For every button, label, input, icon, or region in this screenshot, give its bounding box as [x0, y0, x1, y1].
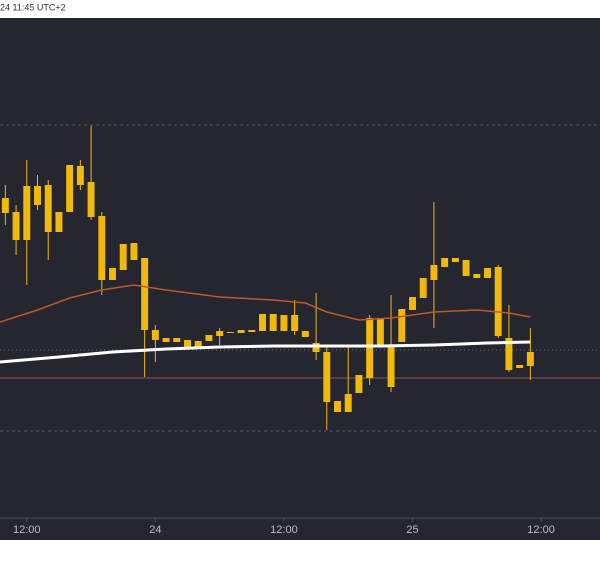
candle-body [280, 315, 288, 331]
candle-body [44, 185, 52, 232]
plot-background [0, 18, 600, 540]
candle-body [205, 335, 213, 341]
candle-body [409, 297, 416, 310]
candle-body [505, 338, 513, 370]
candle-body [291, 315, 299, 331]
candle-body [376, 318, 384, 345]
candle-body [526, 352, 534, 366]
candle-body [194, 341, 202, 347]
candle-body [76, 166, 84, 185]
x-tick-label: 12:00 [527, 524, 555, 536]
candle-body [387, 345, 395, 387]
candle-body [226, 332, 234, 333]
candle-body [55, 212, 63, 232]
candle-body [269, 314, 277, 331]
candle-body [355, 375, 363, 393]
candle-body [451, 258, 459, 262]
candle-body [109, 268, 116, 280]
candle-body [12, 212, 20, 240]
x-tick-label: 24 [149, 524, 161, 536]
candle-body [398, 309, 406, 342]
candle-body [141, 258, 149, 330]
candle-body [473, 274, 481, 278]
header-text: 24 11:45 UTC+2 [0, 2, 66, 12]
candle-body [248, 330, 256, 332]
candle-body [173, 338, 181, 342]
x-tick-label: 12:00 [270, 524, 298, 536]
candle-body [237, 330, 245, 333]
candle-body [162, 338, 170, 342]
candle-body [1, 198, 9, 213]
candle-body [484, 268, 491, 278]
candle-body [516, 365, 524, 368]
candle-body [34, 186, 41, 205]
x-tick-label: 12:00 [13, 524, 41, 536]
candle-body [184, 340, 191, 347]
candle-body [462, 260, 470, 276]
candle-body [441, 258, 449, 267]
candle-body [430, 265, 438, 280]
candle-body [301, 331, 309, 337]
candle-body [344, 394, 352, 412]
candle-body [66, 165, 74, 212]
x-tick-label: 25 [406, 524, 418, 536]
candle-body [323, 352, 331, 402]
candle-body [98, 216, 106, 280]
candle-body [216, 331, 224, 336]
candle-body [130, 243, 138, 260]
candle-body [23, 186, 31, 240]
candle-body [87, 182, 95, 217]
candle-body [494, 267, 502, 336]
candle-body [312, 343, 320, 352]
moving-average [0, 340, 531, 364]
candle-body [259, 314, 266, 331]
candle-body [119, 244, 127, 270]
moving-average [0, 284, 531, 323]
candle-body [151, 330, 159, 340]
candle-body [334, 401, 341, 412]
candle-body [366, 318, 374, 378]
candle-body [419, 278, 427, 298]
